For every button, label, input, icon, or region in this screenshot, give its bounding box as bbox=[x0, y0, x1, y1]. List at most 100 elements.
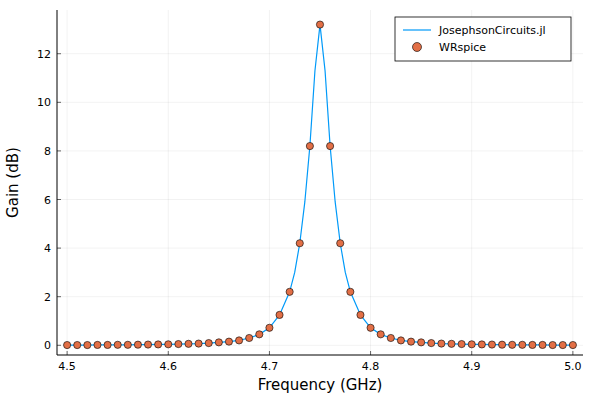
y-grid-line bbox=[57, 248, 583, 249]
scatter-point bbox=[114, 341, 121, 348]
scatter-point bbox=[519, 341, 526, 348]
x-tick bbox=[471, 351, 472, 355]
y-tick bbox=[57, 345, 61, 346]
y-tick bbox=[57, 248, 61, 249]
scatter-point bbox=[165, 341, 172, 348]
x-grid-line bbox=[471, 10, 472, 355]
y-grid-line bbox=[57, 102, 583, 103]
x-grid-line bbox=[269, 10, 270, 355]
x-tick-label: 4.6 bbox=[160, 360, 178, 373]
axes: 4.54.64.74.84.95.0024681012 bbox=[37, 10, 583, 373]
x-grid-line bbox=[572, 10, 573, 355]
scatter-point bbox=[407, 338, 414, 345]
scatter-point bbox=[84, 341, 91, 348]
x-tick bbox=[168, 351, 169, 355]
scatter-point bbox=[155, 341, 162, 348]
scatter-point bbox=[64, 341, 71, 348]
y-tick bbox=[57, 150, 61, 151]
background bbox=[0, 0, 600, 400]
scatter-point bbox=[357, 311, 364, 318]
y-tick-label: 2 bbox=[44, 291, 51, 304]
scatter-point bbox=[144, 341, 151, 348]
scatter-point bbox=[377, 331, 384, 338]
chart: 4.54.64.74.84.95.0024681012Frequency (GH… bbox=[0, 0, 600, 400]
x-axis-label: Frequency (GHz) bbox=[258, 376, 383, 394]
y-tick-label: 0 bbox=[44, 339, 51, 352]
scatter-point bbox=[246, 334, 253, 341]
scatter-point bbox=[367, 324, 374, 331]
scatter-point bbox=[74, 341, 81, 348]
scatter-point bbox=[124, 341, 131, 348]
y-axis-line bbox=[57, 10, 58, 355]
scatter-point bbox=[347, 288, 354, 295]
y-tick bbox=[57, 199, 61, 200]
scatter-point bbox=[468, 341, 475, 348]
scatter-point bbox=[498, 341, 505, 348]
scatter-point bbox=[448, 340, 455, 347]
scatter-point bbox=[296, 240, 303, 247]
scatter-point bbox=[539, 341, 546, 348]
scatter-point bbox=[559, 341, 566, 348]
scatter-point bbox=[569, 341, 576, 348]
x-tick bbox=[67, 351, 68, 355]
scatter-point bbox=[225, 338, 232, 345]
x-tick-label: 4.5 bbox=[58, 360, 76, 373]
y-axis-label: Gain (dB) bbox=[4, 147, 22, 218]
x-tick-label: 4.9 bbox=[463, 360, 481, 373]
scatter-point bbox=[438, 340, 445, 347]
scatter-point bbox=[337, 240, 344, 247]
legend-label: JosephsonCircuits.jl bbox=[438, 24, 546, 37]
x-grid-line bbox=[168, 10, 169, 355]
x-tick bbox=[572, 351, 573, 355]
y-tick bbox=[57, 102, 61, 103]
scatter-point bbox=[266, 324, 273, 331]
y-tick-label: 8 bbox=[44, 145, 51, 158]
y-tick bbox=[57, 296, 61, 297]
y-tick bbox=[57, 53, 61, 54]
x-grid-line bbox=[370, 10, 371, 355]
x-tick-label: 4.8 bbox=[362, 360, 380, 373]
scatter-point bbox=[306, 142, 313, 149]
scatter-point bbox=[418, 339, 425, 346]
scatter-point bbox=[256, 331, 263, 338]
x-grid-line bbox=[67, 10, 68, 355]
scatter-point bbox=[134, 341, 141, 348]
x-tick bbox=[370, 351, 371, 355]
legend-swatch bbox=[413, 43, 422, 52]
y-grid-line bbox=[57, 296, 583, 297]
x-tick-label: 4.7 bbox=[261, 360, 279, 373]
scatter-point bbox=[458, 340, 465, 347]
legend-swatch bbox=[403, 29, 431, 30]
series-line bbox=[67, 25, 573, 345]
scatter-point bbox=[195, 340, 202, 347]
scatter-point bbox=[286, 288, 293, 295]
scatter-point bbox=[428, 339, 435, 346]
scatter-point bbox=[529, 341, 536, 348]
scatter-point bbox=[205, 339, 212, 346]
scatter-point bbox=[478, 341, 485, 348]
scatter-point bbox=[327, 142, 334, 149]
grid bbox=[57, 10, 583, 355]
x-axis-line bbox=[57, 355, 583, 356]
legend-label: WRspice bbox=[439, 41, 486, 54]
scatter-point bbox=[185, 340, 192, 347]
y-grid-line bbox=[57, 150, 583, 151]
plot-area bbox=[64, 21, 577, 349]
scatter-point bbox=[104, 341, 111, 348]
scatter-point bbox=[235, 337, 242, 344]
scatter-point bbox=[488, 341, 495, 348]
scatter-point bbox=[215, 339, 222, 346]
scatter-point bbox=[316, 21, 323, 28]
scatter-point bbox=[509, 341, 516, 348]
scatter-point bbox=[397, 337, 404, 344]
y-grid-line bbox=[57, 199, 583, 200]
scatter-point bbox=[387, 334, 394, 341]
y-tick-label: 6 bbox=[44, 194, 51, 207]
legend: JosephsonCircuits.jl WRspice bbox=[395, 17, 571, 61]
x-tick-label: 5.0 bbox=[564, 360, 582, 373]
y-tick-label: 10 bbox=[37, 96, 51, 109]
x-tick bbox=[269, 351, 270, 355]
scatter-point bbox=[276, 311, 283, 318]
scatter-point bbox=[549, 341, 556, 348]
y-tick-label: 12 bbox=[37, 48, 51, 61]
